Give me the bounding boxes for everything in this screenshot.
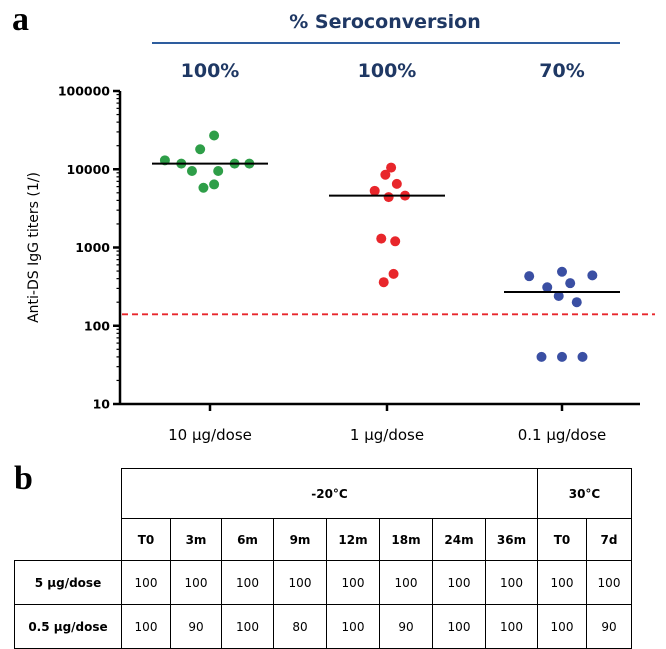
timepoint-header: T0: [537, 518, 587, 561]
seroconversion-cell: 100: [326, 604, 380, 649]
timepoint-header: 9m: [273, 518, 327, 561]
data-point: [209, 179, 220, 190]
timepoint-header: 24m: [432, 518, 486, 561]
y-tick-label: 100000: [58, 84, 110, 99]
seroconversion-cell: 100: [432, 604, 486, 649]
seroconversion-cell: 100: [537, 604, 587, 649]
data-point: [376, 233, 387, 244]
data-point: [391, 178, 402, 189]
panel-a-letter: a: [12, 1, 29, 38]
data-point: [571, 297, 582, 308]
x-tick-label: 1 µg/dose: [350, 426, 424, 444]
data-point: [390, 236, 401, 247]
seroconversion-cell: 100: [379, 560, 433, 605]
seroconversion-cell: 100: [121, 560, 171, 605]
timepoint-header: 36m: [485, 518, 538, 561]
seroconversion-cell: 100: [432, 560, 486, 605]
data-point: [383, 192, 394, 203]
seroconversion-cell: 90: [379, 604, 433, 649]
temperature-header: -20°C: [121, 468, 538, 519]
y-axis-label: Anti-DS IgG titers (1/): [26, 172, 42, 323]
data-point: [209, 130, 220, 141]
data-point: [369, 185, 380, 196]
seroconversion-cell: 100: [221, 560, 274, 605]
seroconversion-cell: 100: [170, 560, 222, 605]
data-point: [557, 351, 567, 362]
data-point: [380, 169, 391, 180]
panel-b-letter: b: [14, 460, 33, 497]
seroconversion-cell: 80: [273, 604, 327, 649]
data-point: [378, 277, 389, 288]
temperature-header: 30°C: [537, 468, 632, 519]
data-point: [587, 270, 598, 281]
data-point: [542, 282, 553, 293]
data-point: [386, 162, 397, 173]
seroconversion-cell: 100: [121, 604, 171, 649]
seroconversion-cell: 90: [170, 604, 222, 649]
stability-table: -20°C 30°C T0 3m 6m 9m 12m 18m 24m 36m T0 7d 5 µg/do…: [14, 468, 632, 649]
table-corner-blank: [15, 469, 122, 519]
seroconversion-cell: 100: [221, 604, 274, 649]
data-point: [524, 271, 535, 282]
seroconversion-cell: 100: [485, 560, 538, 605]
seroconversion-cell: 100: [586, 560, 632, 605]
x-tick-label: 0.1 µg/dose: [518, 426, 606, 444]
plot-area: 10 100 1000 10000 100000 Anti-DS IgG titers (…: [26, 84, 655, 444]
timepoint-header: 18m: [379, 518, 433, 561]
x-tick-label: 10 µg/dose: [168, 426, 252, 444]
seroconversion-scatter-chart: a % Seroconversion 100% 100% 70% 10 100 1000…: [12, 1, 655, 444]
seroconversion-values: 100% 100% 70%: [181, 60, 585, 82]
timepoint-header: 7d: [586, 518, 632, 561]
seroconversion-value: 100%: [358, 60, 417, 82]
timepoint-header: 12m: [326, 518, 380, 561]
data-point: [536, 351, 547, 362]
dose-row-label: 5 µg/dose: [14, 560, 122, 605]
seroconversion-cell: 90: [586, 604, 632, 649]
dose-row-label: 0.5 µg/dose: [14, 604, 122, 649]
data-point: [557, 266, 567, 277]
data-point: [553, 290, 564, 301]
data-point: [388, 268, 399, 279]
seroconversion-cell: 100: [326, 560, 380, 605]
data-point: [565, 278, 576, 289]
seroconversion-value: 100%: [181, 60, 240, 82]
timepoint-header: T0: [121, 518, 171, 561]
seroconversion-cell: 100: [537, 560, 587, 605]
timepoint-header: 6m: [221, 518, 274, 561]
seroconversion-title: % Seroconversion: [289, 11, 481, 33]
data-point: [213, 165, 224, 176]
timepoint-header: 3m: [170, 518, 222, 561]
y-tick-label: 10000: [67, 162, 111, 177]
data-point: [198, 182, 209, 193]
data-point: [577, 351, 588, 362]
y-tick-label: 100: [84, 318, 110, 333]
data-point: [195, 144, 206, 155]
data-point: [186, 165, 197, 176]
seroconversion-cell: 100: [485, 604, 538, 649]
y-tick-label: 10: [93, 397, 111, 412]
y-tick-label: 1000: [75, 240, 110, 255]
table-corner-blank: [15, 519, 122, 561]
seroconversion-value: 70%: [539, 60, 584, 82]
seroconversion-cell: 100: [273, 560, 327, 605]
